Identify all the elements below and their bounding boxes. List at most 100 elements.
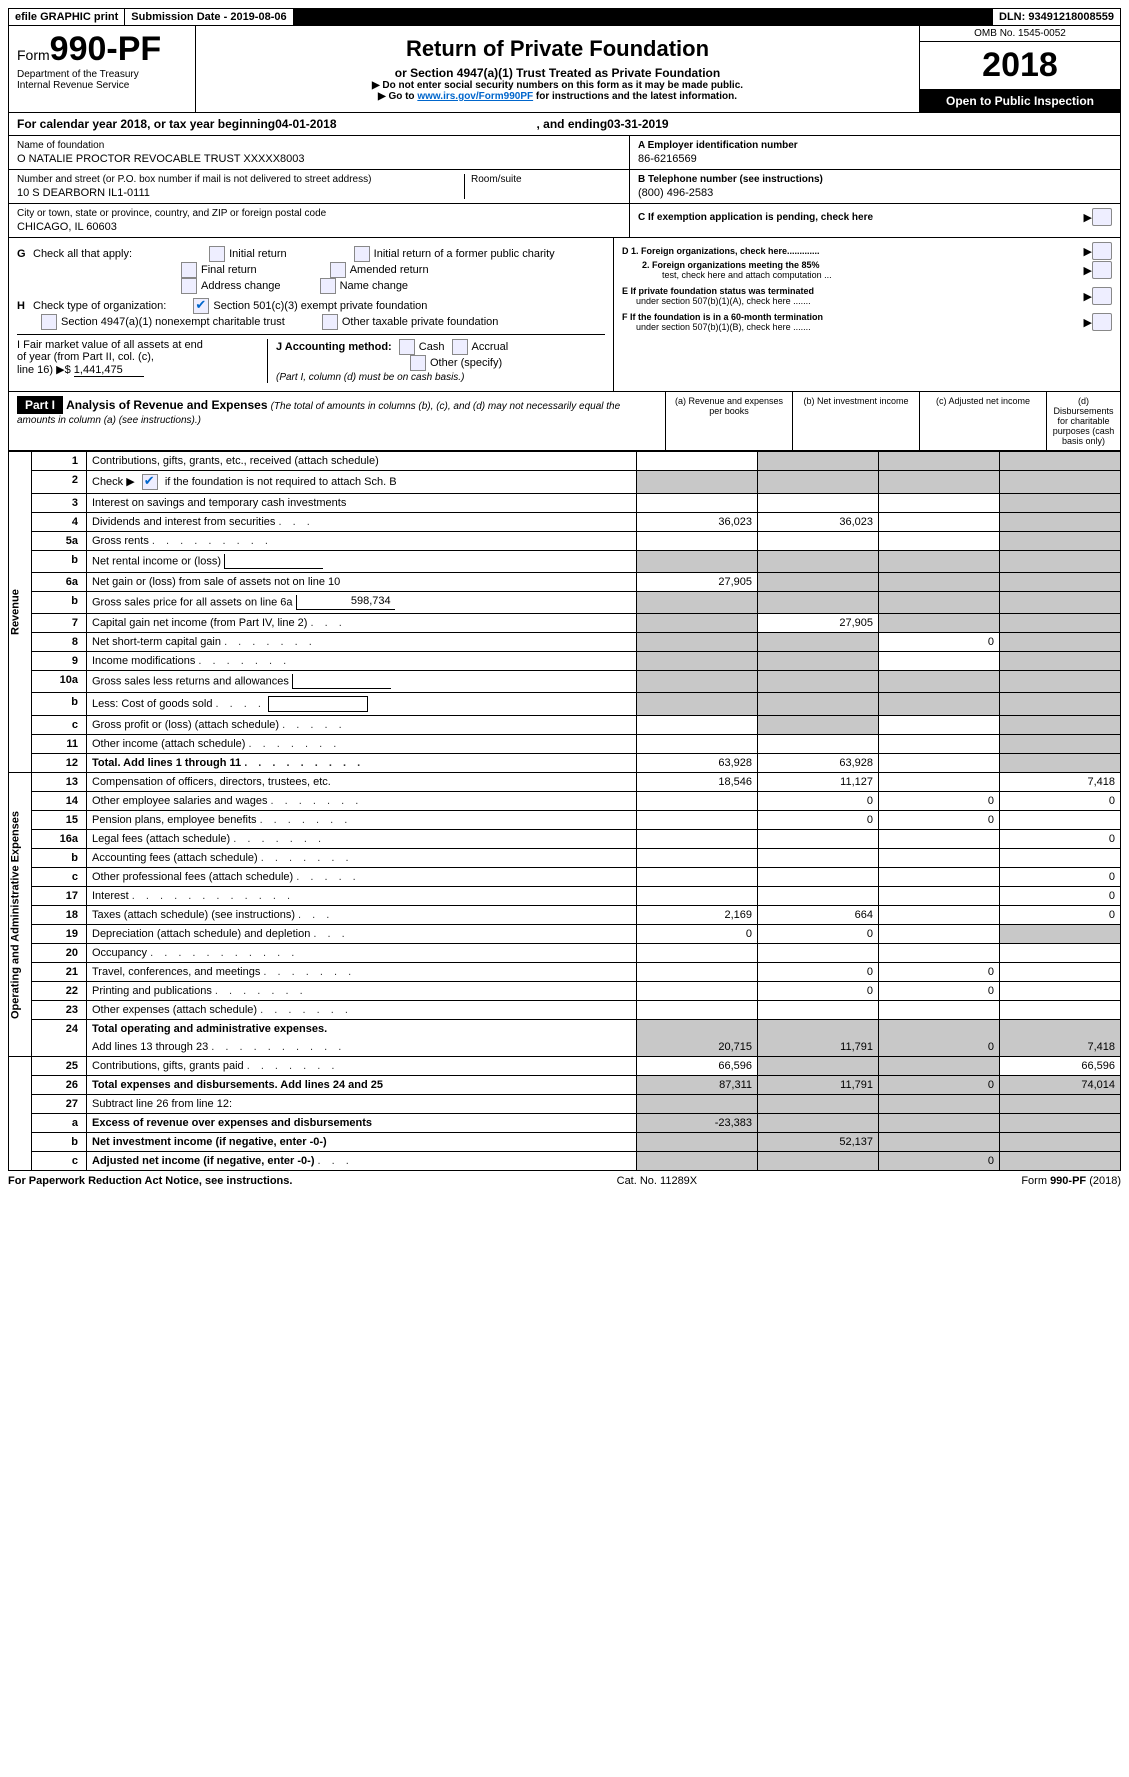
cb-other-method[interactable] (410, 355, 426, 371)
cb-accrual[interactable] (452, 339, 468, 355)
open-inspection: Open to Public Inspection (920, 90, 1120, 112)
submission-date: Submission Date - 2019-08-06 (125, 9, 293, 25)
cb-initial-former[interactable] (354, 246, 370, 262)
topbar-spacer (294, 9, 993, 25)
part1-label: Part I (17, 396, 63, 414)
cb-e[interactable] (1092, 287, 1112, 305)
ij-row: I Fair market value of all assets at end… (17, 334, 605, 383)
efile-label: efile GRAPHIC print (9, 9, 125, 25)
j-block: J Accounting method: Cash Accrual Other … (267, 339, 605, 383)
row-10a: 10aGross sales less returns and allowanc… (9, 671, 1121, 693)
row-11: 11Other income (attach schedule) . . . .… (9, 735, 1121, 754)
row-16a: 16aLegal fees (attach schedule) . . . . … (9, 830, 1121, 849)
cb-cash[interactable] (399, 339, 415, 355)
cb-other-taxable[interactable] (322, 314, 338, 330)
cb-d2[interactable] (1092, 261, 1112, 279)
cb-4947a1[interactable] (41, 314, 57, 330)
oae-vlabel: Operating and Administrative Expenses (9, 773, 32, 1057)
year-block: OMB No. 1545-0052 2018 Open to Public In… (920, 26, 1120, 112)
col-b-header: (b) Net investment income (792, 392, 919, 450)
omb-number: OMB No. 1545-0052 (920, 26, 1120, 42)
calendar-year-row: For calendar year 2018, or tax year begi… (8, 113, 1121, 136)
row-4: 4Dividends and interest from securities … (9, 513, 1121, 532)
row-14: 14Other employee salaries and wages . . … (9, 792, 1121, 811)
cb-f[interactable] (1092, 313, 1112, 331)
d2-row: 2. Foreign organizations meeting the 85%… (622, 260, 1112, 280)
cb-address-change[interactable] (181, 278, 197, 294)
row-15: 15Pension plans, employee benefits . . .… (9, 811, 1121, 830)
form-prefix: Form (17, 47, 50, 63)
row-24: 24Total operating and administrative exp… (9, 1020, 1121, 1039)
g-row: GCheck all that apply: Initial return In… (17, 246, 605, 294)
foundation-name-box: Name of foundation O NATALIE PROCTOR REV… (9, 136, 629, 170)
footer-right: Form 990-PF (2018) (1021, 1175, 1121, 1187)
phone-box: B Telephone number (see instructions) (8… (630, 170, 1120, 204)
address-box: Number and street (or P.O. box number if… (9, 170, 629, 204)
i-block: I Fair market value of all assets at end… (17, 339, 267, 383)
tax-year: 2018 (920, 42, 1120, 90)
row-19: 19Depreciation (attach schedule) and dep… (9, 925, 1121, 944)
row-27: 27Subtract line 26 from line 12: (9, 1095, 1121, 1114)
col-a-header: (a) Revenue and expenses per books (665, 392, 792, 450)
top-bar: efile GRAPHIC print Submission Date - 20… (8, 8, 1121, 26)
row-6b: bGross sales price for all assets on lin… (9, 592, 1121, 614)
cb-initial-return[interactable] (209, 246, 225, 262)
dln: DLN: 93491218008559 (993, 9, 1120, 25)
row-5b: bNet rental income or (loss) (9, 551, 1121, 573)
form-id-block: Form990-PF Department of the Treasury In… (9, 26, 196, 112)
cb-501c3[interactable] (193, 298, 209, 314)
row-20: 20Occupancy . . . . . . . . . . . (9, 944, 1121, 963)
form-subtitle: or Section 4947(a)(1) Trust Treated as P… (204, 66, 911, 80)
row-18: 18Taxes (attach schedule) (see instructi… (9, 906, 1121, 925)
part1-table: Revenue 1Contributions, gifts, grants, e… (8, 451, 1121, 1171)
row-21: 21Travel, conferences, and meetings . . … (9, 963, 1121, 982)
row-10c: cGross profit or (loss) (attach schedule… (9, 716, 1121, 735)
exemption-pending-box: C If exemption application is pending, c… (630, 204, 1120, 230)
row-6a: 6aNet gain or (loss) from sale of assets… (9, 573, 1121, 592)
footer-mid: Cat. No. 11289X (617, 1175, 698, 1187)
footer-left: For Paperwork Reduction Act Notice, see … (8, 1175, 292, 1187)
part1-header-row: Part I Analysis of Revenue and Expenses … (8, 392, 1121, 451)
row-26: 26Total expenses and disbursements. Add … (9, 1076, 1121, 1095)
form-number: 990-PF (50, 30, 162, 68)
cb-amended-return[interactable] (330, 262, 346, 278)
cb-name-change[interactable] (320, 278, 336, 294)
cb-d1[interactable] (1092, 242, 1112, 260)
page-footer: For Paperwork Reduction Act Notice, see … (8, 1175, 1121, 1187)
irs-link[interactable]: www.irs.gov/Form990PF (417, 91, 533, 102)
cb-final-return[interactable] (181, 262, 197, 278)
row-9: 9Income modifications . . . . . . . (9, 652, 1121, 671)
dept-line1: Department of the Treasury (17, 69, 187, 80)
goto-line: ▶ Go to www.irs.gov/Form990PF for instru… (204, 91, 911, 102)
row-8: 8Net short-term capital gain . . . . . .… (9, 633, 1121, 652)
row-10b: bLess: Cost of goods sold . . . . (9, 693, 1121, 716)
row-22: 22Printing and publications . . . . . . … (9, 982, 1121, 1001)
form-title: Return of Private Foundation (204, 36, 911, 62)
row-13: Operating and Administrative Expenses 13… (9, 773, 1121, 792)
row-16b: bAccounting fees (attach schedule) . . .… (9, 849, 1121, 868)
row-2: 2Check ▶ if the foundation is not requir… (9, 471, 1121, 494)
f-row: F If the foundation is in a 60-month ter… (622, 312, 1112, 332)
exemption-checkbox[interactable] (1092, 208, 1112, 226)
e-row: E If private foundation status was termi… (622, 286, 1112, 306)
row-1: Revenue 1Contributions, gifts, grants, e… (9, 452, 1121, 471)
row-12: 12Total. Add lines 1 through 11 . . . . … (9, 754, 1121, 773)
row-27b: bNet investment income (if negative, ent… (9, 1133, 1121, 1152)
city-box: City or town, state or province, country… (9, 204, 629, 237)
row-27a: aExcess of revenue over expenses and dis… (9, 1114, 1121, 1133)
col-d-header: (d) Disbursements for charitable purpose… (1046, 392, 1120, 450)
row-23: 23Other expenses (attach schedule) . . .… (9, 1001, 1121, 1020)
row-3: 3Interest on savings and temporary cash … (9, 494, 1121, 513)
form-title-block: Return of Private Foundation or Section … (196, 26, 920, 112)
ein-box: A Employer identification number 86-6216… (630, 136, 1120, 170)
ghj-block: GCheck all that apply: Initial return In… (8, 238, 1121, 392)
cb-sch-b[interactable] (142, 474, 158, 490)
dept-line2: Internal Revenue Service (17, 80, 187, 91)
row-27c: cAdjusted net income (if negative, enter… (9, 1152, 1121, 1171)
identification-block: Name of foundation O NATALIE PROCTOR REV… (8, 136, 1121, 238)
row-5a: 5aGross rents . . . . . . . . . (9, 532, 1121, 551)
h-row: HCheck type of organization: Section 501… (17, 298, 605, 330)
row-17: 17Interest . . . . . . . . . . . .0 (9, 887, 1121, 906)
revenue-vlabel: Revenue (9, 452, 32, 773)
form-header: Form990-PF Department of the Treasury In… (8, 26, 1121, 113)
